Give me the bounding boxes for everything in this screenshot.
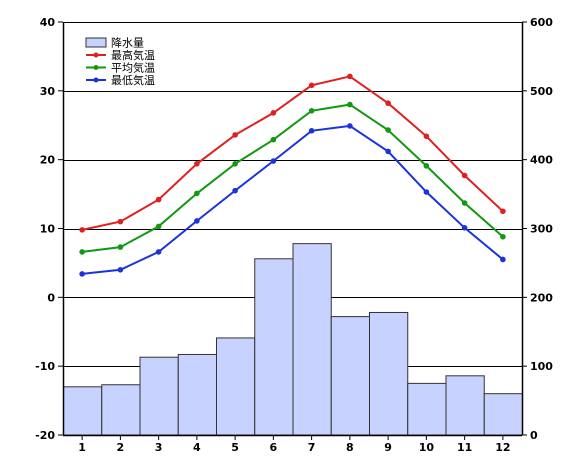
precipitation-bars (63, 243, 523, 436)
left-tick-label: 20 (40, 154, 56, 167)
left-tick-label: -10 (35, 360, 55, 373)
legend-swatch-precip (85, 37, 107, 48)
series-line (81, 124, 504, 275)
series-point (194, 190, 200, 197)
right-tick-label: 400 (530, 154, 553, 167)
precip-bar (139, 356, 179, 436)
x-tick-label: 7 (308, 441, 316, 454)
legend-swatch-point (93, 65, 99, 70)
left-tick-label: 30 (40, 85, 56, 98)
x-tick-label: 8 (346, 441, 354, 454)
legend-label-precip: 降水量 (111, 36, 144, 50)
x-tick-label: 11 (457, 441, 472, 454)
series-point (347, 101, 353, 108)
right-tick-label: 600 (530, 16, 553, 29)
series-point (155, 196, 162, 203)
precip-bar (407, 382, 447, 436)
x-tick-label: 6 (270, 441, 278, 454)
series-point (79, 271, 85, 277)
series-line (81, 103, 504, 253)
series-point (423, 189, 430, 195)
series-point (308, 127, 315, 134)
left-tick-label: 40 (40, 16, 56, 29)
series-point (308, 82, 315, 89)
series-point (347, 123, 353, 129)
series-point (232, 132, 238, 138)
x-tick-label: 4 (193, 441, 201, 454)
precip-bar (330, 316, 370, 436)
left-tick-label: -20 (35, 429, 55, 442)
precip-bar (445, 375, 485, 436)
series-point (232, 160, 238, 167)
precip-bar (177, 353, 217, 436)
legend-label: 平均気温 (111, 61, 155, 75)
series-point (155, 223, 162, 230)
x-tick-label: 9 (384, 441, 392, 454)
series-point (194, 218, 200, 224)
series-point (270, 110, 277, 116)
right-tick-label: 0 (530, 429, 538, 442)
right-tick-label: 100 (530, 360, 553, 373)
series-point (385, 148, 391, 155)
series-point (117, 267, 124, 273)
series-point (500, 208, 506, 215)
right-tick-label: 200 (530, 291, 553, 304)
precip-bar (63, 386, 103, 436)
right-tick-label: 300 (530, 223, 553, 236)
x-tick-label: 10 (419, 441, 435, 454)
right-tick-label: 500 (530, 85, 553, 98)
series-point (117, 218, 124, 225)
series-line (81, 75, 504, 231)
series-point (461, 225, 468, 231)
precip-bar (101, 384, 141, 436)
legend-swatch-point (93, 52, 99, 58)
x-tick-label: 2 (117, 441, 125, 454)
precip-bar (216, 337, 256, 436)
precip-bar (369, 311, 409, 436)
series-point (232, 187, 238, 194)
series-point (270, 136, 277, 143)
series-point (461, 172, 468, 179)
series-point (117, 244, 124, 250)
series-point (79, 227, 85, 233)
series-point (500, 256, 506, 263)
series-point (423, 133, 430, 140)
precip-bar (254, 258, 294, 436)
left-tick-label: 0 (47, 291, 55, 304)
series-point (347, 73, 353, 80)
series-point (461, 200, 468, 206)
x-tick-label: 12 (495, 441, 510, 454)
precip-bar (292, 243, 332, 436)
left-tick-label: 10 (40, 223, 56, 236)
axes (58, 21, 527, 440)
x-tick-label: 5 (231, 441, 239, 454)
series-point (500, 233, 506, 240)
series-point (308, 107, 315, 114)
x-tick-label: 3 (155, 441, 163, 454)
series-point (79, 249, 85, 255)
legend-swatch-point (93, 77, 99, 83)
series-point (385, 127, 391, 133)
series-point (385, 100, 391, 107)
series-point (155, 249, 162, 255)
precip-bar (483, 393, 523, 436)
series-point (194, 160, 200, 167)
x-tick-label: 1 (78, 441, 86, 454)
series-point (423, 163, 430, 169)
legend-label: 最高気温 (111, 48, 155, 62)
series-point (270, 158, 277, 164)
legend-label: 最低気温 (111, 73, 155, 87)
temperature-lines (79, 73, 506, 277)
